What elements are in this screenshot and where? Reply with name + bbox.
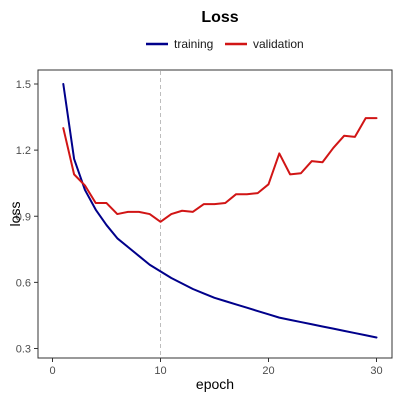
y-tick-label: 0.3 <box>16 344 31 356</box>
legend-label-training: training <box>174 37 213 51</box>
series-line-training <box>62 83 378 339</box>
y-tick-label: 0.9 <box>16 211 31 223</box>
chart-title: Loss <box>201 9 238 26</box>
y-tick-label: 0.6 <box>16 277 31 289</box>
y-tick-label: 1.5 <box>16 79 31 91</box>
x-tick-label: 10 <box>154 365 166 377</box>
y-tick-label: 1.2 <box>16 145 31 157</box>
x-axis-title: epoch <box>196 376 234 392</box>
legend: training validation <box>146 37 304 51</box>
axis-ticks: 0 10 20 30 0.3 0.6 0.9 1.2 1.5 <box>16 79 383 377</box>
x-tick-label: 0 <box>49 365 55 377</box>
x-tick-label: 20 <box>262 365 274 377</box>
x-tick-label: 30 <box>370 365 382 377</box>
y-axis-title: loss <box>7 202 23 227</box>
series-line-validation <box>62 117 378 223</box>
plot-panel <box>37 69 393 359</box>
series-layer <box>62 83 378 339</box>
legend-label-validation: validation <box>253 37 304 51</box>
